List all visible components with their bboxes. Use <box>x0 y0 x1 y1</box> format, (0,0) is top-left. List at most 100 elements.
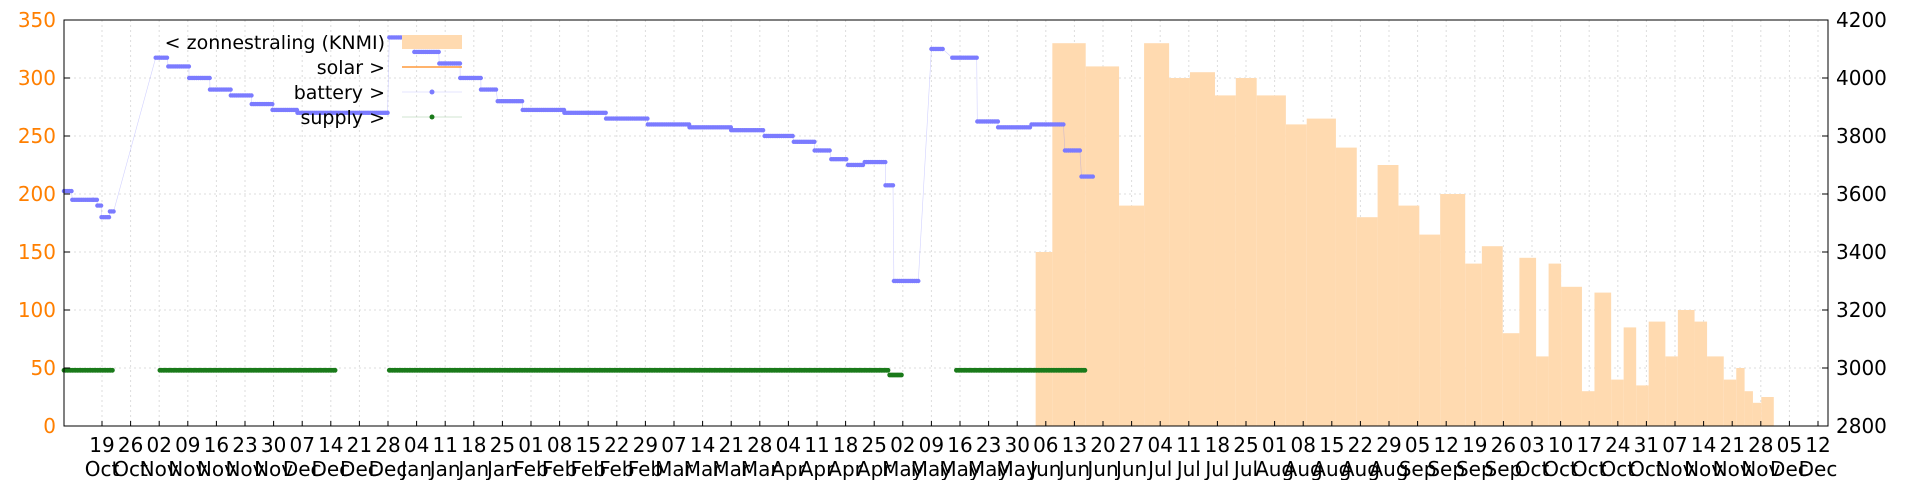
x-tick-month: Nov <box>140 457 179 480</box>
irradiance-bar <box>1119 205 1145 426</box>
battery-point <box>827 148 832 153</box>
battery-point <box>385 110 390 116</box>
x-tick-day: 25 <box>1233 433 1258 457</box>
irradiance-bar <box>1519 257 1537 426</box>
irradiance-bar <box>1581 391 1595 426</box>
battery-point <box>916 278 921 284</box>
x-tick-month: Nov <box>168 457 207 480</box>
x-tick-day: 04 <box>404 433 429 457</box>
x-tick-month: Nov <box>1713 457 1752 480</box>
irradiance-bar <box>1256 95 1286 427</box>
x-tick-month: Aug <box>1284 457 1323 480</box>
x-tick-month: Jul <box>1232 457 1258 480</box>
x-tick-month: Mar <box>684 457 723 480</box>
left-tick-label: 50 <box>31 356 56 380</box>
x-tick-month: Nov <box>225 457 264 480</box>
irradiance-bar <box>1594 292 1612 426</box>
x-tick-day: 22 <box>604 433 629 457</box>
x-tick-day: 01 <box>1262 433 1287 457</box>
legend-marker <box>429 114 435 120</box>
x-tick-day: 26 <box>1491 433 1516 457</box>
x-tick-day: 21 <box>1719 433 1744 457</box>
irradiance-bar <box>1356 217 1378 426</box>
irradiance-bar <box>1306 118 1336 426</box>
supply-point <box>1082 367 1088 373</box>
x-tick-day: 03 <box>1519 433 1544 457</box>
x-tick-month: Dec <box>340 457 379 480</box>
irradiance-bar <box>1144 43 1170 426</box>
x-tick-day: 07 <box>289 433 314 457</box>
x-tick-month: Feb <box>599 457 634 480</box>
irradiance-bar <box>1548 263 1562 426</box>
x-tick-month: Aug <box>1369 457 1408 480</box>
x-tick-month: Jun <box>1057 457 1090 480</box>
x-tick-month: Nov <box>197 457 236 480</box>
irradiance-bar <box>1648 321 1666 426</box>
x-tick-month: Oct <box>1543 457 1578 480</box>
left-tick-label: 100 <box>18 298 56 322</box>
axes: 0501001502002503003502800300032003400360… <box>18 8 1887 480</box>
irradiance-bar <box>1636 385 1649 426</box>
x-tick-day: 14 <box>318 433 343 457</box>
x-tick-month: Jan <box>428 457 461 480</box>
x-tick-month: May <box>997 457 1039 480</box>
x-tick-day: 11 <box>1176 433 1201 457</box>
x-tick-month: Jan <box>485 457 518 480</box>
x-tick-day: 14 <box>1691 433 1716 457</box>
x-tick-month: Oct <box>85 457 120 480</box>
battery-point <box>207 75 212 81</box>
battery-point <box>974 55 979 60</box>
x-tick-day: 09 <box>919 433 944 457</box>
irradiance-bar <box>1677 310 1695 426</box>
x-tick-day: 18 <box>1205 433 1230 457</box>
x-tick-day: 31 <box>1634 433 1659 457</box>
x-tick-month: Mar <box>655 457 694 480</box>
x-tick-day: 29 <box>633 433 658 457</box>
irradiance-bar <box>1665 356 1678 426</box>
battery-point <box>111 209 116 214</box>
x-tick-month: Jul <box>1146 457 1172 480</box>
x-tick-month: Jul <box>1203 457 1229 480</box>
x-tick-day: 08 <box>1290 433 1315 457</box>
irradiance-bar <box>1085 66 1120 427</box>
x-tick-day: 28 <box>1748 433 1773 457</box>
x-tick-day: 19 <box>1462 433 1487 457</box>
x-tick-day: 25 <box>861 433 886 457</box>
x-tick-month: Dec <box>1770 457 1809 480</box>
battery-point <box>186 64 192 69</box>
legend-label: < zonnestraling (KNMI) <box>165 32 385 54</box>
irradiance-bar <box>1335 147 1357 426</box>
x-tick-day: 29 <box>1376 433 1401 457</box>
irradiance-bar <box>1465 263 1482 426</box>
x-tick-day: 24 <box>1605 433 1630 457</box>
x-tick-day: 25 <box>490 433 515 457</box>
supply-series <box>61 367 1088 378</box>
x-tick-month: Mar <box>741 457 780 480</box>
x-tick-month: Sep <box>1399 457 1437 480</box>
right-tick-label: 3400 <box>1836 240 1887 264</box>
irradiance-bar <box>1536 356 1549 426</box>
legend-label: solar > <box>317 57 385 79</box>
battery-point <box>1061 122 1066 127</box>
x-tick-day: 14 <box>690 433 715 457</box>
irradiance-bar <box>1481 246 1503 426</box>
x-tick-day: 28 <box>747 433 772 457</box>
x-tick-month: Jul <box>1175 457 1201 480</box>
x-tick-month: May <box>911 457 953 480</box>
x-tick-month: Jun <box>1028 457 1061 480</box>
plot-frame <box>63 19 1829 427</box>
x-tick-month: Feb <box>628 457 663 480</box>
x-tick-day: 10 <box>1548 433 1573 457</box>
left-tick-label: 350 <box>18 8 56 32</box>
irradiance-bar <box>1440 194 1466 426</box>
x-tick-month: Jan <box>399 457 432 480</box>
irradiance-bar <box>1707 356 1724 426</box>
x-tick-day: 11 <box>804 433 829 457</box>
right-tick-label: 2800 <box>1836 414 1887 438</box>
x-tick-day: 30 <box>1004 433 1029 457</box>
x-tick-month: Oct <box>1629 457 1664 480</box>
x-tick-day: 05 <box>1777 433 1802 457</box>
irradiance-bar <box>1377 165 1399 426</box>
x-tick-month: Aug <box>1312 457 1351 480</box>
x-tick-day: 28 <box>375 433 400 457</box>
